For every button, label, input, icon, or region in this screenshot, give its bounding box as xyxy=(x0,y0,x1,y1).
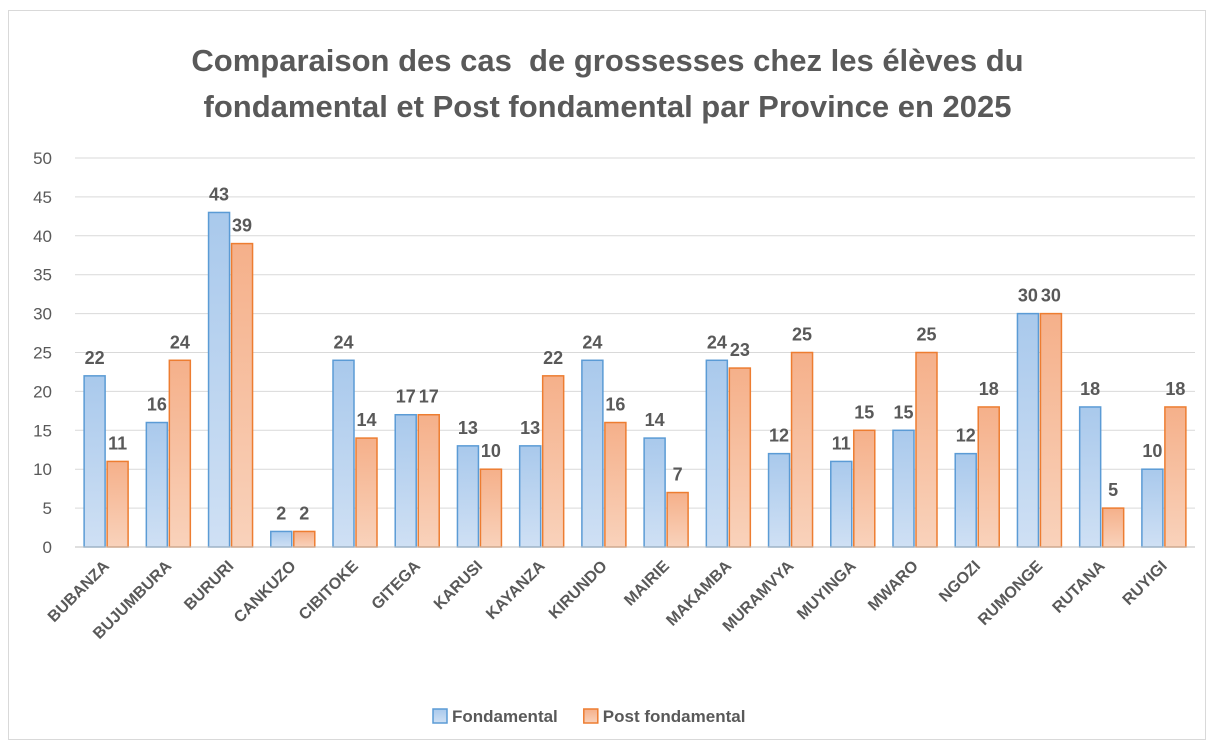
bar xyxy=(915,351,938,548)
data-label: 5 xyxy=(1108,480,1118,500)
data-label: 18 xyxy=(979,379,999,399)
data-label: 17 xyxy=(419,387,439,407)
data-label: 39 xyxy=(232,216,252,236)
bar xyxy=(417,413,440,548)
y-tick-label: 0 xyxy=(43,538,52,557)
data-label: 24 xyxy=(170,332,190,352)
data-label: 15 xyxy=(893,402,913,422)
data-label: 13 xyxy=(458,418,478,438)
data-label: 16 xyxy=(605,395,625,415)
data-label: 18 xyxy=(1165,379,1185,399)
data-label: 17 xyxy=(396,387,416,407)
legend-label: Fondamental xyxy=(452,707,558,726)
data-label: 43 xyxy=(209,184,229,204)
bar xyxy=(853,429,876,548)
legend-swatch xyxy=(432,708,448,724)
chart-title: Comparaison des cas de grossesses chez l… xyxy=(191,43,1033,124)
y-tick-label: 30 xyxy=(33,305,52,324)
data-label: 2 xyxy=(276,503,286,523)
y-tick-label: 25 xyxy=(33,344,52,363)
bar xyxy=(83,375,106,548)
data-label: 2 xyxy=(299,503,309,523)
data-label: 16 xyxy=(147,395,167,415)
data-label: 25 xyxy=(792,325,812,345)
data-label: 22 xyxy=(543,348,563,368)
bar xyxy=(581,359,604,548)
bar xyxy=(1141,468,1164,548)
bar xyxy=(1164,406,1187,548)
data-label: 11 xyxy=(832,433,851,453)
data-label: 24 xyxy=(707,332,727,352)
bar xyxy=(355,437,378,548)
data-label: 25 xyxy=(916,325,936,345)
bar xyxy=(293,530,316,548)
bar xyxy=(106,460,129,548)
legend-label: Post fondamental xyxy=(603,707,746,726)
bar xyxy=(518,445,542,548)
data-label: 10 xyxy=(481,441,501,461)
y-tick-label: 45 xyxy=(33,188,52,207)
y-tick-label: 40 xyxy=(33,227,52,246)
bar xyxy=(1016,312,1040,548)
data-label: 15 xyxy=(854,402,874,422)
data-label: 18 xyxy=(1080,379,1100,399)
bar xyxy=(394,413,417,548)
data-label: 12 xyxy=(769,426,789,446)
data-label: 11 xyxy=(108,433,127,453)
bar xyxy=(1101,507,1125,548)
bar xyxy=(230,242,254,548)
bar xyxy=(456,445,480,548)
bar xyxy=(728,367,752,548)
bar xyxy=(270,530,293,548)
data-label: 12 xyxy=(956,426,976,446)
bar xyxy=(541,375,565,548)
data-label: 24 xyxy=(333,332,353,352)
bar xyxy=(207,211,231,548)
bar xyxy=(790,351,814,548)
y-tick-label: 35 xyxy=(33,266,52,285)
y-tick-label: 50 xyxy=(33,149,52,168)
bar xyxy=(643,437,666,548)
bar xyxy=(604,421,627,548)
bar xyxy=(830,460,853,548)
legend-swatch xyxy=(583,708,599,724)
bar xyxy=(977,406,1000,548)
data-label: 13 xyxy=(520,418,540,438)
bar xyxy=(168,359,192,548)
y-tick-label: 20 xyxy=(33,382,52,401)
y-tick-label: 5 xyxy=(43,499,52,518)
data-label: 14 xyxy=(356,410,376,430)
bar xyxy=(145,421,169,548)
data-label: 22 xyxy=(85,348,105,368)
data-label: 14 xyxy=(645,410,665,430)
bar xyxy=(705,359,729,548)
data-label: 24 xyxy=(582,332,602,352)
data-label: 10 xyxy=(1142,441,1162,461)
data-label: 23 xyxy=(730,340,750,360)
data-label: 30 xyxy=(1041,286,1061,306)
y-tick-label: 10 xyxy=(33,460,52,479)
bar xyxy=(332,359,355,548)
bar xyxy=(954,452,977,548)
bar xyxy=(479,468,503,548)
bar xyxy=(666,491,689,548)
bar xyxy=(1078,406,1102,548)
bar xyxy=(767,452,791,548)
y-tick-label: 15 xyxy=(33,421,52,440)
data-label: 30 xyxy=(1018,286,1038,306)
bar xyxy=(892,429,915,548)
bar xyxy=(1039,312,1063,548)
data-label: 7 xyxy=(673,465,683,485)
